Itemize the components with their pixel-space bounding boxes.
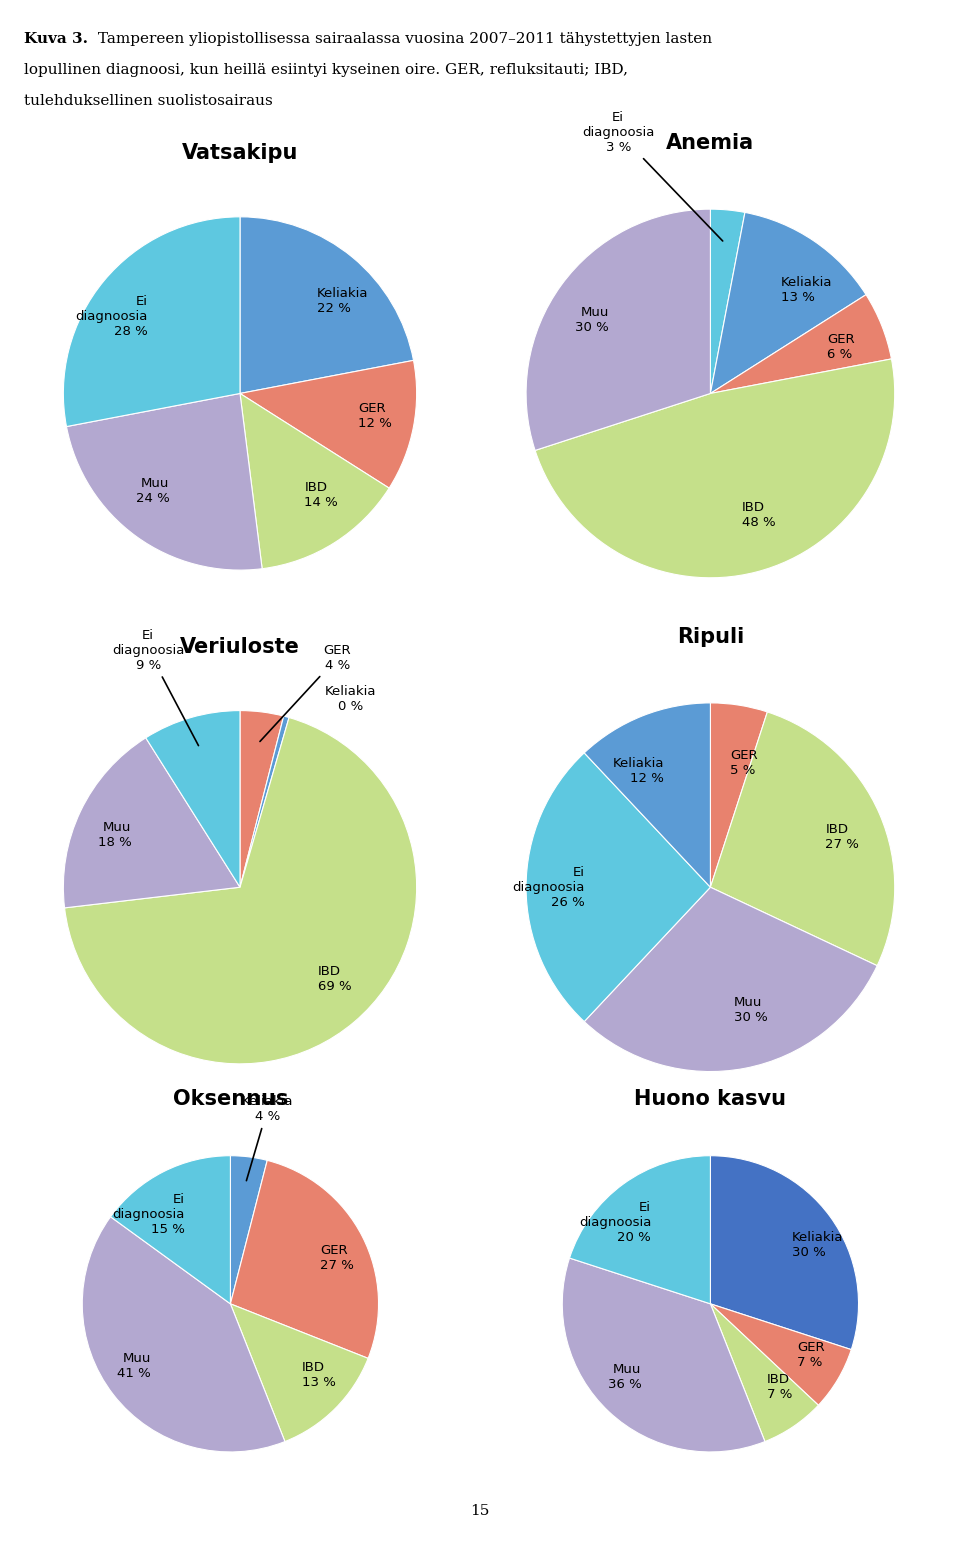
Wedge shape bbox=[710, 1156, 858, 1350]
Text: IBD
7 %: IBD 7 % bbox=[767, 1373, 792, 1401]
Wedge shape bbox=[526, 210, 710, 451]
Wedge shape bbox=[710, 1304, 852, 1406]
Text: Ei
diagnoosia
3 %: Ei diagnoosia 3 % bbox=[582, 111, 723, 241]
Text: IBD
48 %: IBD 48 % bbox=[741, 501, 775, 529]
Wedge shape bbox=[535, 360, 895, 577]
Wedge shape bbox=[83, 1217, 285, 1452]
Text: GER
4 %: GER 4 % bbox=[260, 643, 351, 742]
Text: GER
27 %: GER 27 % bbox=[320, 1244, 354, 1271]
Text: Keliakia
30 %: Keliakia 30 % bbox=[792, 1231, 844, 1259]
Wedge shape bbox=[63, 218, 240, 426]
Title: Veriuloste: Veriuloste bbox=[180, 637, 300, 656]
Wedge shape bbox=[710, 704, 767, 887]
Wedge shape bbox=[563, 1258, 765, 1452]
Text: GER
5 %: GER 5 % bbox=[730, 750, 757, 778]
Text: Ei
diagnoosia
26 %: Ei diagnoosia 26 % bbox=[513, 866, 585, 909]
Text: Ei
diagnoosia
15 %: Ei diagnoosia 15 % bbox=[112, 1193, 184, 1236]
Title: Huono kasvu: Huono kasvu bbox=[635, 1089, 786, 1109]
Text: Kuva 3.: Kuva 3. bbox=[24, 32, 88, 46]
Wedge shape bbox=[710, 210, 745, 393]
Wedge shape bbox=[230, 1156, 267, 1304]
Wedge shape bbox=[710, 213, 866, 393]
Text: Keliakia
22 %: Keliakia 22 % bbox=[317, 287, 368, 315]
Text: IBD
14 %: IBD 14 % bbox=[304, 481, 338, 509]
Text: Muu
30 %: Muu 30 % bbox=[575, 306, 609, 333]
Text: GER
12 %: GER 12 % bbox=[358, 403, 392, 430]
Wedge shape bbox=[64, 717, 417, 1063]
Text: Keliakia
0 %: Keliakia 0 % bbox=[324, 685, 376, 713]
Text: Tampereen yliopistollisessa sairaalassa vuosina 2007–2011 tähystettyjen lasten: Tampereen yliopistollisessa sairaalassa … bbox=[93, 32, 712, 46]
Text: IBD
27 %: IBD 27 % bbox=[826, 824, 859, 852]
Text: lopullinen diagnoosi, kun heillä esiintyi kyseinen oire. GER, refluksitauti; IBD: lopullinen diagnoosi, kun heillä esiinty… bbox=[24, 63, 628, 77]
Wedge shape bbox=[110, 1156, 230, 1304]
Text: GER
6 %: GER 6 % bbox=[827, 333, 854, 361]
Text: Keliakia
13 %: Keliakia 13 % bbox=[780, 276, 832, 304]
Wedge shape bbox=[585, 704, 710, 887]
Wedge shape bbox=[240, 393, 389, 569]
Title: Anemia: Anemia bbox=[666, 133, 755, 153]
Text: GER
7 %: GER 7 % bbox=[797, 1341, 825, 1369]
Wedge shape bbox=[63, 738, 240, 907]
Wedge shape bbox=[240, 711, 284, 887]
Wedge shape bbox=[585, 887, 877, 1071]
Wedge shape bbox=[710, 711, 895, 966]
Text: Ei
diagnoosia
28 %: Ei diagnoosia 28 % bbox=[75, 295, 148, 338]
Text: Keliakia
4 %: Keliakia 4 % bbox=[242, 1096, 293, 1180]
Wedge shape bbox=[569, 1156, 710, 1304]
Text: Ei
diagnoosia
9 %: Ei diagnoosia 9 % bbox=[112, 628, 199, 745]
Text: IBD
13 %: IBD 13 % bbox=[301, 1361, 335, 1389]
Text: Muu
36 %: Muu 36 % bbox=[608, 1364, 641, 1392]
Text: tulehduksellinen suolistosairaus: tulehduksellinen suolistosairaus bbox=[24, 94, 273, 108]
Wedge shape bbox=[710, 295, 892, 393]
Text: Muu
24 %: Muu 24 % bbox=[135, 477, 169, 505]
Text: IBD
69 %: IBD 69 % bbox=[318, 964, 351, 992]
Wedge shape bbox=[710, 1304, 818, 1441]
Wedge shape bbox=[230, 1304, 368, 1441]
Wedge shape bbox=[146, 711, 240, 887]
Text: Muu
41 %: Muu 41 % bbox=[117, 1352, 151, 1379]
Text: Muu
30 %: Muu 30 % bbox=[733, 997, 768, 1025]
Text: Keliakia
12 %: Keliakia 12 % bbox=[612, 756, 664, 785]
Text: 15: 15 bbox=[470, 1504, 490, 1518]
Title: Ripuli: Ripuli bbox=[677, 626, 744, 647]
Text: Ei
diagnoosia
20 %: Ei diagnoosia 20 % bbox=[579, 1200, 651, 1244]
Wedge shape bbox=[66, 393, 262, 569]
Wedge shape bbox=[230, 1160, 378, 1358]
Wedge shape bbox=[240, 218, 414, 393]
Title: Vatsakipu: Vatsakipu bbox=[181, 143, 299, 162]
Text: Muu
18 %: Muu 18 % bbox=[98, 821, 132, 850]
Wedge shape bbox=[240, 716, 289, 887]
Wedge shape bbox=[526, 753, 710, 1021]
Title: Oksennus: Oksennus bbox=[173, 1089, 288, 1109]
Wedge shape bbox=[240, 361, 417, 488]
